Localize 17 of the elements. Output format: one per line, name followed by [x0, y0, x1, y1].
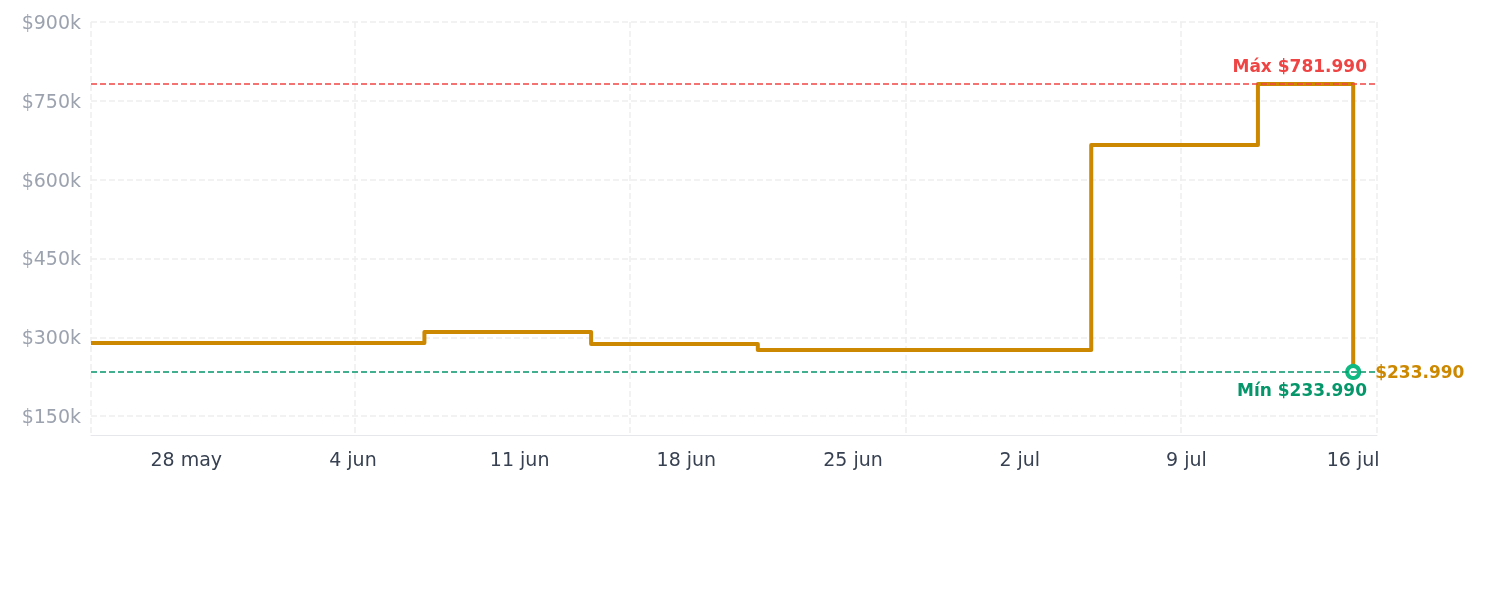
x-tick-label: 9 jul — [1166, 447, 1207, 470]
y-tick-label: $750k — [21, 89, 81, 112]
x-tick-label: 25 jun — [823, 447, 883, 470]
x-tick-label: 28 may — [150, 447, 223, 470]
y-tick-label: $450k — [21, 247, 81, 270]
x-tick-label: 4 jun — [329, 447, 377, 470]
y-tick-label: $300k — [21, 326, 81, 349]
x-tick-label: 2 jul — [999, 447, 1041, 470]
ref-line-label: Mín $233.990 — [1236, 380, 1368, 401]
x-tick-label: 11 jun — [489, 447, 550, 470]
x-tick-label: 16 jul — [1326, 447, 1380, 470]
y-tick-label: $150k — [21, 405, 81, 428]
y-tick-label: $900k — [21, 11, 81, 33]
x-tick-label: 18 jun — [656, 447, 717, 470]
data-label: $233.990 — [1375, 361, 1465, 382]
ref-line-label: Máx $781.990 — [1232, 55, 1368, 76]
y-tick-label: $600k — [21, 168, 81, 191]
